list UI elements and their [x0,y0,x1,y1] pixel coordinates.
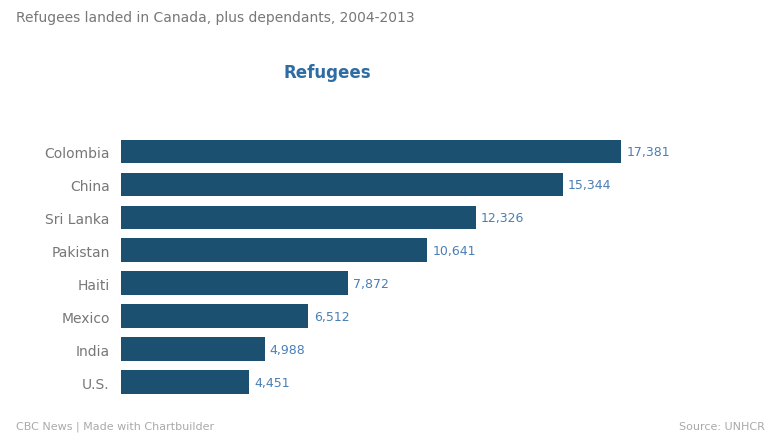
Text: CBC News | Made with Chartbuilder: CBC News | Made with Chartbuilder [16,421,214,431]
Text: 10,641: 10,641 [433,244,476,257]
Bar [121,239,427,263]
Text: 4,988: 4,988 [270,343,306,356]
Text: 12,326: 12,326 [481,212,524,224]
Text: Source: UNHCR: Source: UNHCR [679,421,764,431]
Text: Refugees: Refugees [284,64,371,81]
Text: 4,451: 4,451 [254,376,290,389]
Text: 15,344: 15,344 [568,179,612,191]
Text: 6,512: 6,512 [314,310,349,323]
Bar [121,272,348,296]
Text: Refugees landed in Canada, plus dependants, 2004-2013: Refugees landed in Canada, plus dependan… [16,11,414,25]
Bar [121,173,563,197]
Text: 7,872: 7,872 [353,277,388,290]
Bar [121,305,308,328]
Bar [121,371,249,394]
Bar [121,337,264,361]
Text: 17,381: 17,381 [626,146,670,159]
Bar [121,206,476,230]
Bar [121,141,622,164]
